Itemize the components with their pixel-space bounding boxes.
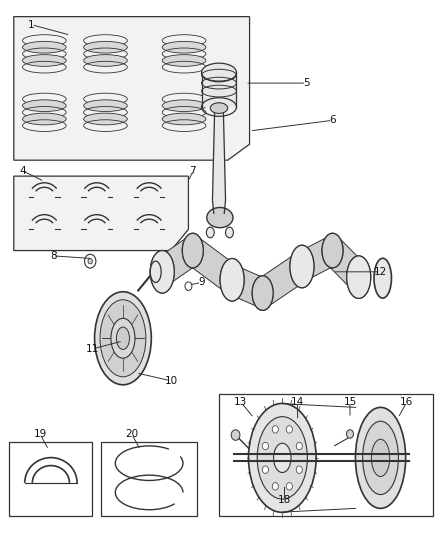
Text: 15: 15 bbox=[343, 397, 357, 407]
Circle shape bbox=[296, 466, 302, 473]
Text: 18: 18 bbox=[278, 495, 291, 505]
Circle shape bbox=[272, 426, 278, 433]
Polygon shape bbox=[297, 237, 337, 280]
Bar bbox=[101, 442, 197, 516]
Ellipse shape bbox=[252, 276, 273, 310]
Polygon shape bbox=[257, 254, 308, 306]
Ellipse shape bbox=[22, 42, 66, 53]
Ellipse shape bbox=[347, 256, 371, 298]
Ellipse shape bbox=[322, 233, 343, 268]
Ellipse shape bbox=[274, 443, 291, 472]
Ellipse shape bbox=[182, 233, 203, 268]
Ellipse shape bbox=[207, 207, 233, 228]
Text: 4: 4 bbox=[19, 166, 26, 176]
Ellipse shape bbox=[347, 256, 371, 298]
Circle shape bbox=[286, 426, 293, 433]
Text: 9: 9 bbox=[198, 278, 205, 287]
Ellipse shape bbox=[374, 259, 392, 298]
Ellipse shape bbox=[22, 55, 66, 66]
Polygon shape bbox=[212, 111, 226, 213]
Circle shape bbox=[185, 282, 192, 290]
Ellipse shape bbox=[100, 300, 146, 377]
Text: 11: 11 bbox=[86, 344, 99, 354]
Ellipse shape bbox=[220, 259, 244, 301]
Text: 5: 5 bbox=[303, 78, 310, 88]
Circle shape bbox=[286, 483, 293, 490]
Text: 14: 14 bbox=[291, 397, 304, 407]
Text: 8: 8 bbox=[50, 251, 57, 261]
Bar bbox=[201, 72, 237, 107]
Polygon shape bbox=[228, 266, 267, 307]
Circle shape bbox=[296, 442, 302, 450]
Ellipse shape bbox=[162, 100, 206, 111]
Circle shape bbox=[231, 430, 240, 440]
Text: 1: 1 bbox=[28, 20, 35, 30]
Ellipse shape bbox=[84, 100, 127, 111]
Circle shape bbox=[272, 483, 278, 490]
Ellipse shape bbox=[322, 233, 343, 268]
Ellipse shape bbox=[206, 227, 214, 238]
Ellipse shape bbox=[201, 63, 237, 82]
Ellipse shape bbox=[363, 421, 399, 495]
Text: 10: 10 bbox=[164, 376, 177, 386]
Ellipse shape bbox=[22, 113, 66, 125]
Ellipse shape bbox=[150, 251, 174, 293]
Ellipse shape bbox=[371, 439, 390, 477]
Polygon shape bbox=[325, 239, 367, 288]
Ellipse shape bbox=[111, 318, 135, 358]
Ellipse shape bbox=[150, 251, 174, 293]
Ellipse shape bbox=[162, 42, 206, 53]
Polygon shape bbox=[14, 176, 188, 251]
Ellipse shape bbox=[182, 233, 203, 268]
Ellipse shape bbox=[150, 261, 161, 282]
Polygon shape bbox=[187, 238, 238, 293]
Circle shape bbox=[88, 259, 92, 264]
Text: 12: 12 bbox=[374, 267, 387, 277]
Ellipse shape bbox=[162, 113, 206, 125]
Ellipse shape bbox=[84, 42, 127, 53]
Text: 19: 19 bbox=[33, 429, 46, 439]
Ellipse shape bbox=[248, 403, 316, 512]
Text: 7: 7 bbox=[190, 166, 196, 176]
Text: 6: 6 bbox=[329, 115, 336, 125]
Ellipse shape bbox=[95, 292, 151, 385]
Ellipse shape bbox=[226, 227, 233, 238]
Ellipse shape bbox=[117, 327, 130, 350]
Bar bbox=[10, 442, 92, 516]
Ellipse shape bbox=[162, 55, 206, 66]
Circle shape bbox=[262, 466, 268, 473]
Ellipse shape bbox=[257, 417, 307, 499]
Ellipse shape bbox=[220, 259, 244, 301]
Ellipse shape bbox=[252, 276, 273, 310]
Bar bbox=[219, 394, 433, 516]
Text: 20: 20 bbox=[125, 429, 138, 439]
Ellipse shape bbox=[290, 245, 314, 288]
Ellipse shape bbox=[210, 103, 228, 114]
Ellipse shape bbox=[22, 100, 66, 111]
Text: 13: 13 bbox=[234, 397, 247, 407]
Circle shape bbox=[85, 254, 96, 268]
Ellipse shape bbox=[356, 407, 406, 508]
Text: 16: 16 bbox=[400, 397, 413, 407]
Circle shape bbox=[262, 442, 268, 450]
Polygon shape bbox=[156, 238, 199, 285]
Ellipse shape bbox=[84, 55, 127, 66]
Circle shape bbox=[346, 430, 353, 438]
Ellipse shape bbox=[290, 245, 314, 288]
Polygon shape bbox=[14, 17, 250, 160]
Ellipse shape bbox=[84, 113, 127, 125]
